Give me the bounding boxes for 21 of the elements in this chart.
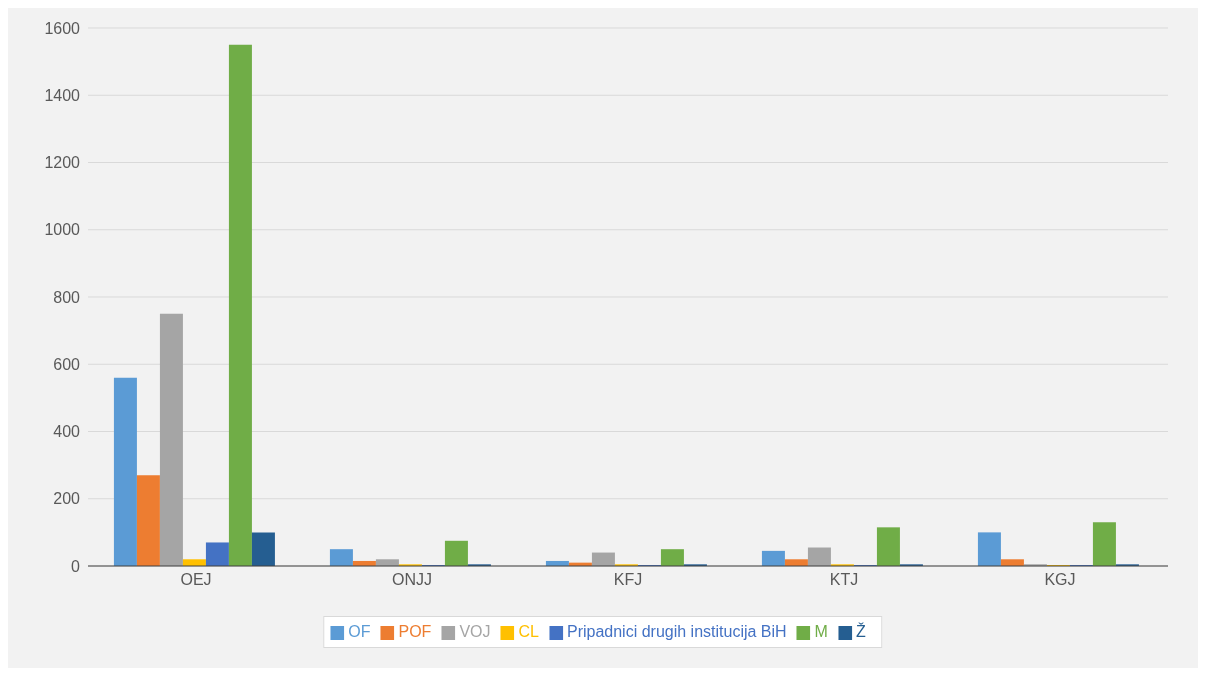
x-tick-label: KFJ bbox=[613, 571, 643, 589]
y-tick-label: 800 bbox=[53, 288, 81, 306]
y-tick-label: 400 bbox=[53, 423, 81, 441]
y-tick-label: 1000 bbox=[44, 221, 81, 239]
x-tick-label: KGJ bbox=[1044, 571, 1076, 589]
x-tick-label: OEJ bbox=[180, 571, 212, 589]
y-tick-label: 1200 bbox=[44, 154, 81, 172]
y-tick-label: 200 bbox=[53, 490, 81, 508]
y-tick-label: 1600 bbox=[44, 19, 81, 37]
legend-label: CL bbox=[518, 623, 539, 640]
legend-label: VOJ bbox=[459, 623, 491, 640]
x-tick-label: KTJ bbox=[829, 571, 859, 589]
legend-label: Pripadnici drugih institucija BiH bbox=[566, 623, 787, 640]
y-tick-label: 0 bbox=[71, 557, 81, 575]
y-tick-label: 600 bbox=[53, 355, 81, 373]
legend-label: Ž bbox=[855, 623, 866, 640]
legend-label: POF bbox=[398, 623, 432, 640]
x-tick-label: ONJJ bbox=[392, 571, 432, 589]
legend-label: M bbox=[814, 623, 828, 640]
y-tick-label: 1400 bbox=[44, 86, 81, 104]
legend-label: OF bbox=[348, 623, 371, 640]
